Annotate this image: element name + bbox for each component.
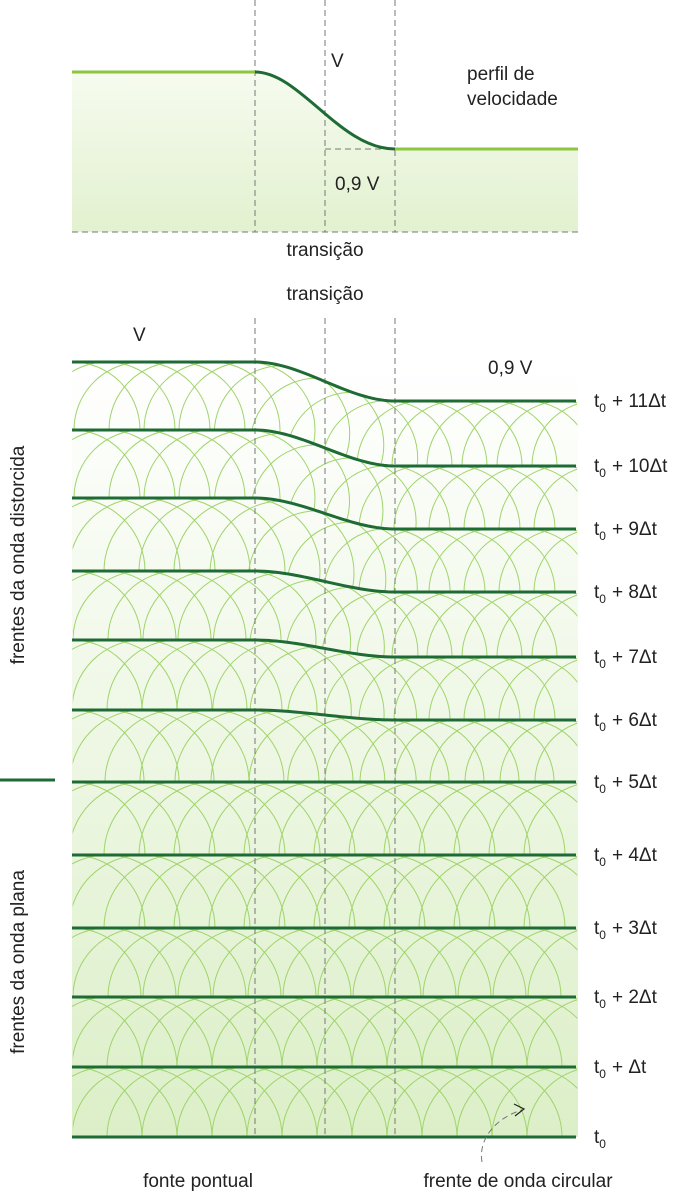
time-base: t xyxy=(594,845,600,866)
time-rest: + 8Δt xyxy=(612,582,658,603)
time-label: t0 + 10Δt xyxy=(594,456,668,480)
time-base: t xyxy=(594,582,600,603)
time-base: t xyxy=(594,647,600,668)
time-sub: 0 xyxy=(599,466,606,480)
v-label: V xyxy=(133,325,146,346)
time-label: t0 + 11Δt xyxy=(594,391,667,415)
time-sub: 0 xyxy=(599,855,606,869)
time-label: t0 + Δt xyxy=(594,1057,647,1081)
time-label: t0 + 4Δt xyxy=(594,845,658,869)
time-base: t xyxy=(594,519,600,540)
time-rest: + 3Δt xyxy=(612,918,658,939)
slow-label: 0,9 V xyxy=(335,174,380,195)
time-sub: 0 xyxy=(599,782,606,796)
time-sub: 0 xyxy=(599,657,606,671)
time-label: t0 xyxy=(594,1127,606,1151)
time-rest: + Δt xyxy=(612,1057,647,1078)
transition-label: transição xyxy=(286,284,363,305)
time-base: t xyxy=(594,987,600,1008)
time-label: t0 + 5Δt xyxy=(594,772,658,796)
time-base: t xyxy=(594,391,600,412)
time-rest: + 2Δt xyxy=(612,987,658,1008)
time-base: t xyxy=(594,772,600,793)
time-sub: 0 xyxy=(599,1137,606,1151)
circular-label: frente de onda circular xyxy=(423,1171,613,1192)
time-base: t xyxy=(594,918,600,939)
v-label: V xyxy=(331,51,344,72)
slow-label: 0,9 V xyxy=(488,358,533,379)
wavefront xyxy=(72,496,576,531)
profile-line xyxy=(254,70,396,151)
time-base: t xyxy=(594,710,600,731)
group-label: frentes da onda distorcida xyxy=(8,445,29,664)
time-label: t0 + 2Δt xyxy=(594,987,658,1011)
time-rest: + 10Δt xyxy=(612,456,668,477)
time-rest: + 11Δt xyxy=(612,391,667,412)
time-sub: 0 xyxy=(599,997,606,1011)
time-rest: + 6Δt xyxy=(612,710,658,731)
wavefront xyxy=(72,428,576,468)
time-sub: 0 xyxy=(599,401,606,415)
group-label: frentes da onda plana xyxy=(8,870,29,1054)
time-rest: + 9Δt xyxy=(612,519,658,540)
time-label: t0 + 6Δt xyxy=(594,710,658,734)
fronts xyxy=(72,360,576,1139)
wavefront xyxy=(72,638,576,659)
transition-label: transição xyxy=(286,240,363,261)
arrow-head xyxy=(513,1103,526,1117)
time-sub: 0 xyxy=(599,720,606,734)
profile-title: perfil de xyxy=(467,64,535,85)
time-sub: 0 xyxy=(599,1067,606,1081)
time-rest: + 5Δt xyxy=(612,772,658,793)
source-label: fonte pontual xyxy=(143,1171,253,1192)
time-sub: 0 xyxy=(599,529,606,543)
time-rest: + 7Δt xyxy=(612,647,658,668)
profile-title: velocidade xyxy=(467,89,558,110)
time-base: t xyxy=(594,456,600,477)
time-rest: + 4Δt xyxy=(612,845,658,866)
time-base: t xyxy=(594,1127,600,1148)
time-label: t0 + 7Δt xyxy=(594,647,658,671)
wavefront xyxy=(72,708,576,722)
time-label: t0 + 9Δt xyxy=(594,519,658,543)
wavefront xyxy=(72,360,576,403)
time-sub: 0 xyxy=(599,592,606,606)
arrow xyxy=(480,1109,523,1163)
time-label: t0 + 8Δt xyxy=(594,582,658,606)
wavefront xyxy=(72,569,576,594)
time-sub: 0 xyxy=(599,928,606,942)
time-label: t0 + 3Δt xyxy=(594,918,658,942)
time-base: t xyxy=(594,1057,600,1078)
